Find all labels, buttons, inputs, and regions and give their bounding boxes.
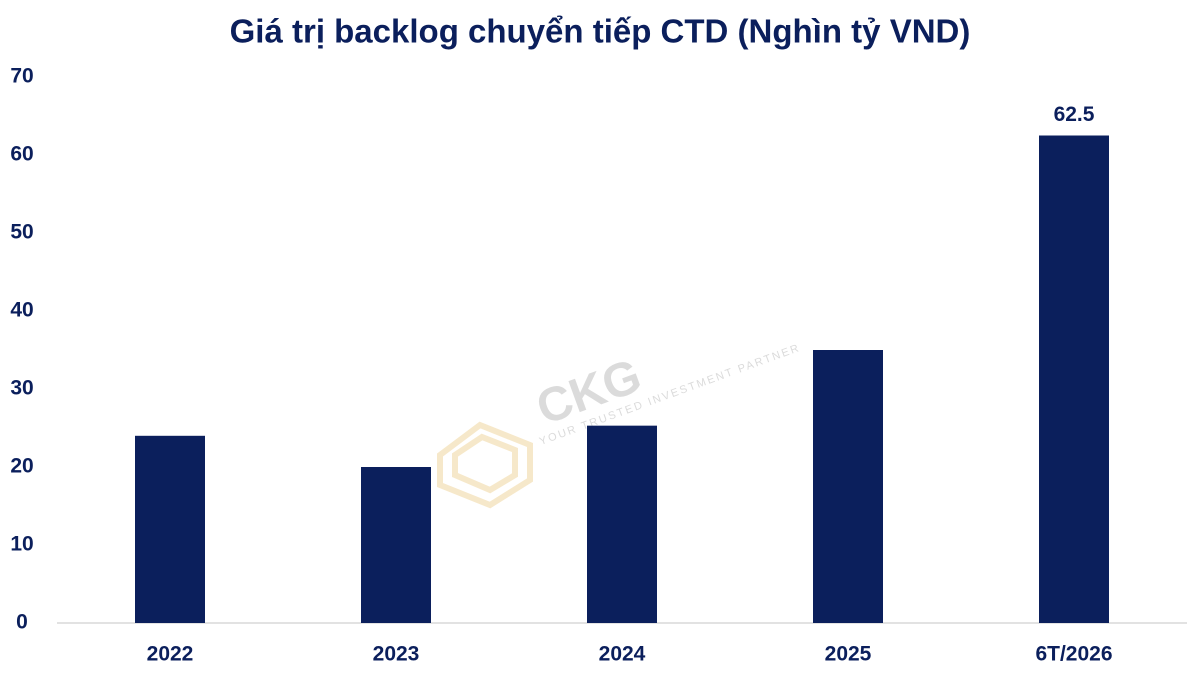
y-tick-label: 60 — [10, 143, 33, 166]
x-tick-label: 2023 — [373, 643, 420, 666]
y-tick-label: 0 — [16, 611, 28, 634]
bar — [135, 435, 205, 623]
x-tick-label: 2022 — [147, 643, 194, 666]
chart-title: Giá trị backlog chuyển tiếp CTD (Nghìn t… — [230, 13, 971, 50]
x-tick-label: 6T/2026 — [1035, 643, 1112, 666]
bar — [587, 425, 657, 623]
bar — [813, 350, 883, 623]
y-tick-label: 20 — [10, 455, 33, 478]
bar — [361, 467, 431, 623]
data-label: 62.5 — [1054, 103, 1095, 126]
y-tick-label: 10 — [10, 533, 33, 556]
watermark-logo — [437, 421, 533, 509]
x-tick-label: 2025 — [825, 643, 872, 666]
y-tick-label: 70 — [10, 65, 33, 88]
x-tick-label: 2024 — [599, 643, 646, 666]
bar — [1039, 135, 1109, 623]
y-tick-label: 40 — [10, 299, 33, 322]
y-tick-label: 50 — [10, 221, 33, 244]
y-tick-label: 30 — [10, 377, 33, 400]
